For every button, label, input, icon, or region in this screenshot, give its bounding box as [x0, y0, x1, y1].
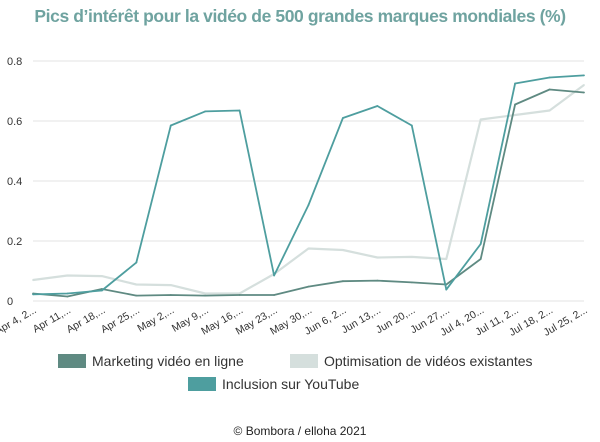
- data-point: [410, 281, 413, 284]
- y-tick-label: 0: [7, 296, 13, 308]
- x-tick-label: Apr 25,...: [99, 304, 142, 336]
- data-point: [204, 292, 207, 295]
- data-point: [66, 295, 69, 298]
- legend-swatch: [58, 354, 86, 368]
- data-point: [445, 288, 448, 291]
- legend-item-marketing: Marketing vidéo en ligne: [58, 353, 244, 369]
- x-tick-label: Apr 4, 2...: [0, 304, 39, 337]
- data-point: [479, 243, 482, 245]
- data-point: [410, 256, 413, 258]
- y-tick-label: 0.2: [7, 236, 22, 248]
- data-point: [514, 114, 517, 116]
- data-point: [479, 258, 482, 260]
- data-point: [307, 247, 310, 250]
- data-point: [66, 274, 69, 277]
- y-tick-label: 0.8: [7, 56, 22, 68]
- legend-label: Marketing vidéo en ligne: [92, 353, 244, 369]
- data-point: [376, 256, 379, 259]
- data-point: [100, 289, 103, 292]
- data-point: [410, 124, 413, 127]
- legend-label: Inclusion sur YouTube: [222, 376, 360, 392]
- data-point: [307, 204, 310, 206]
- copyright-credit: © Bombora / elloha 2021: [233, 424, 367, 438]
- data-point: [548, 109, 551, 112]
- series-line-1: [32, 84, 585, 295]
- data-point: [514, 103, 517, 106]
- data-point: [204, 110, 207, 113]
- data-point: [273, 294, 275, 296]
- data-point: [238, 292, 241, 295]
- data-point: [204, 294, 207, 297]
- legend-swatch: [188, 377, 216, 391]
- data-point: [273, 274, 275, 277]
- data-point: [135, 261, 138, 264]
- data-point: [342, 280, 344, 283]
- data-point: [445, 258, 448, 260]
- data-point: [583, 84, 585, 86]
- data-point: [238, 109, 241, 112]
- data-point: [135, 283, 138, 286]
- x-tick-label: May 2,...: [135, 304, 176, 335]
- data-point: [514, 82, 517, 85]
- series-line-2: [32, 74, 585, 296]
- data-point: [548, 76, 551, 79]
- data-point: [583, 74, 585, 77]
- legend-label: Optimisation de vidéos existantes: [324, 353, 533, 369]
- data-point: [583, 91, 585, 94]
- data-point: [376, 105, 379, 107]
- data-point: [100, 275, 103, 277]
- data-point: [169, 294, 172, 296]
- data-point: [238, 294, 241, 296]
- data-point: [135, 294, 138, 297]
- legend-item-optimisation: Optimisation de vidéos existantes: [290, 353, 533, 369]
- y-tick-label: 0.4: [7, 176, 22, 188]
- data-point: [169, 284, 172, 286]
- data-point: [307, 285, 310, 288]
- data-point: [342, 117, 344, 119]
- data-point: [342, 249, 344, 251]
- data-point: [169, 124, 172, 127]
- chart-title: Pics d’intérêt pour la vidéo de 500 gran…: [34, 6, 566, 26]
- data-point: [32, 293, 34, 296]
- y-tick-label: 0.6: [7, 116, 22, 128]
- data-point: [479, 118, 482, 121]
- data-point: [66, 292, 69, 295]
- data-point: [548, 88, 551, 91]
- x-tick-label: Apr 18,...: [64, 304, 107, 336]
- data-point: [32, 279, 34, 281]
- legend-item-youtube: Inclusion sur YouTube: [188, 376, 359, 392]
- data-point: [376, 279, 379, 282]
- legend-swatch: [290, 354, 318, 368]
